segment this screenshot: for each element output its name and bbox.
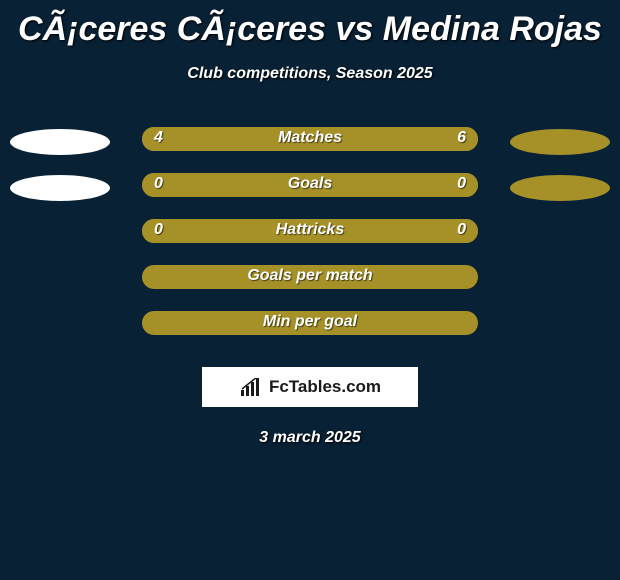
fill-left <box>142 311 478 335</box>
branding-badge: FcTables.com <box>202 367 418 407</box>
team-right-ellipse <box>510 175 610 201</box>
fill-right <box>276 127 478 151</box>
stat-row: Goals00 <box>0 173 620 219</box>
stat-value-right: 0 <box>457 175 466 193</box>
stat-value-right: 0 <box>457 221 466 239</box>
team-left-ellipse <box>10 175 110 201</box>
fill-left <box>142 219 310 243</box>
stat-pill: Min per goal <box>142 311 478 335</box>
fill-left <box>142 265 478 289</box>
fill-right <box>310 219 478 243</box>
date-text: 3 march 2025 <box>0 429 620 447</box>
team-left-ellipse <box>10 129 110 155</box>
branding-text: FcTables.com <box>269 377 381 397</box>
stat-value-right: 6 <box>457 129 466 147</box>
subtitle: Club competitions, Season 2025 <box>0 65 620 83</box>
stat-value-left: 4 <box>154 129 163 147</box>
fill-left <box>142 173 310 197</box>
stat-row: Min per goal <box>0 311 620 357</box>
stats-block: Matches46Goals00Hattricks00Goals per mat… <box>0 127 620 357</box>
stat-row: Matches46 <box>0 127 620 173</box>
stat-pill: Hattricks00 <box>142 219 478 243</box>
stat-pill: Goals per match <box>142 265 478 289</box>
team-right-ellipse <box>510 129 610 155</box>
stat-row: Hattricks00 <box>0 219 620 265</box>
stat-pill: Goals00 <box>142 173 478 197</box>
stat-pill: Matches46 <box>142 127 478 151</box>
fill-right <box>310 173 478 197</box>
page-title: CÃ¡ceres CÃ¡ceres vs Medina Rojas <box>0 0 620 49</box>
chart-icon <box>239 378 263 396</box>
stat-value-left: 0 <box>154 221 163 239</box>
stat-row: Goals per match <box>0 265 620 311</box>
stat-value-left: 0 <box>154 175 163 193</box>
